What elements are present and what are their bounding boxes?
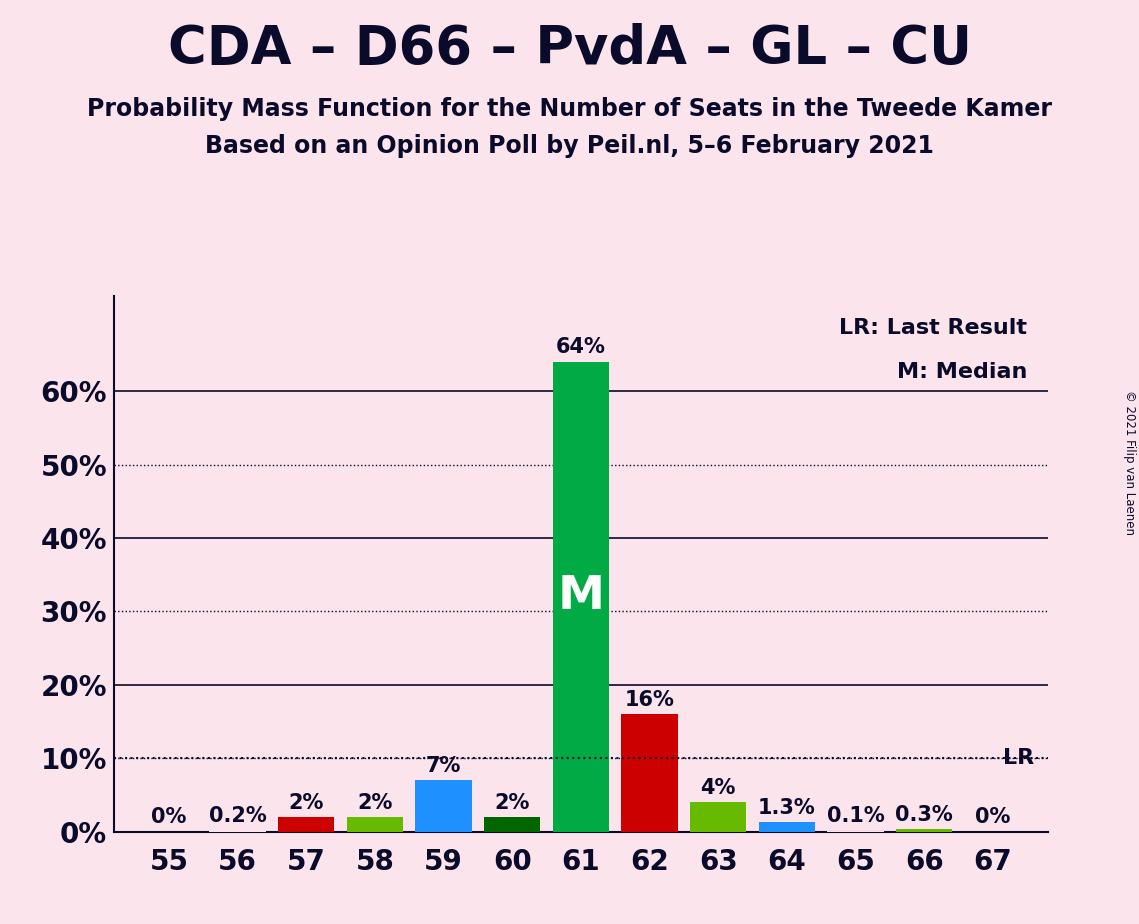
Bar — [690, 802, 746, 832]
Bar — [896, 830, 952, 832]
Text: 0%: 0% — [975, 808, 1010, 827]
Bar — [416, 780, 472, 832]
Bar — [346, 817, 403, 832]
Text: LR: LR — [1003, 748, 1034, 768]
Text: 4%: 4% — [700, 778, 736, 797]
Text: Based on an Opinion Poll by Peil.nl, 5–6 February 2021: Based on an Opinion Poll by Peil.nl, 5–6… — [205, 134, 934, 158]
Text: M: Median: M: Median — [896, 362, 1027, 382]
Text: CDA – D66 – PvdA – GL – CU: CDA – D66 – PvdA – GL – CU — [167, 23, 972, 75]
Bar — [484, 817, 540, 832]
Bar — [210, 830, 265, 832]
Bar — [622, 714, 678, 832]
Text: 2%: 2% — [288, 793, 323, 812]
Text: © 2021 Filip van Laenen: © 2021 Filip van Laenen — [1123, 390, 1137, 534]
Bar — [759, 822, 816, 832]
Text: 2%: 2% — [358, 793, 393, 812]
Bar — [552, 362, 609, 832]
Bar — [278, 817, 335, 832]
Text: 0.1%: 0.1% — [827, 807, 885, 826]
Text: 0.2%: 0.2% — [208, 806, 267, 826]
Text: 7%: 7% — [426, 756, 461, 776]
Text: LR: Last Result: LR: Last Result — [839, 318, 1027, 337]
Text: M: M — [557, 574, 605, 619]
Text: 0.3%: 0.3% — [895, 805, 953, 825]
Text: 0%: 0% — [151, 808, 187, 827]
Text: 64%: 64% — [556, 337, 606, 358]
Text: 1.3%: 1.3% — [759, 797, 816, 818]
Text: 16%: 16% — [624, 689, 674, 710]
Text: Probability Mass Function for the Number of Seats in the Tweede Kamer: Probability Mass Function for the Number… — [87, 97, 1052, 121]
Text: 2%: 2% — [494, 793, 530, 812]
